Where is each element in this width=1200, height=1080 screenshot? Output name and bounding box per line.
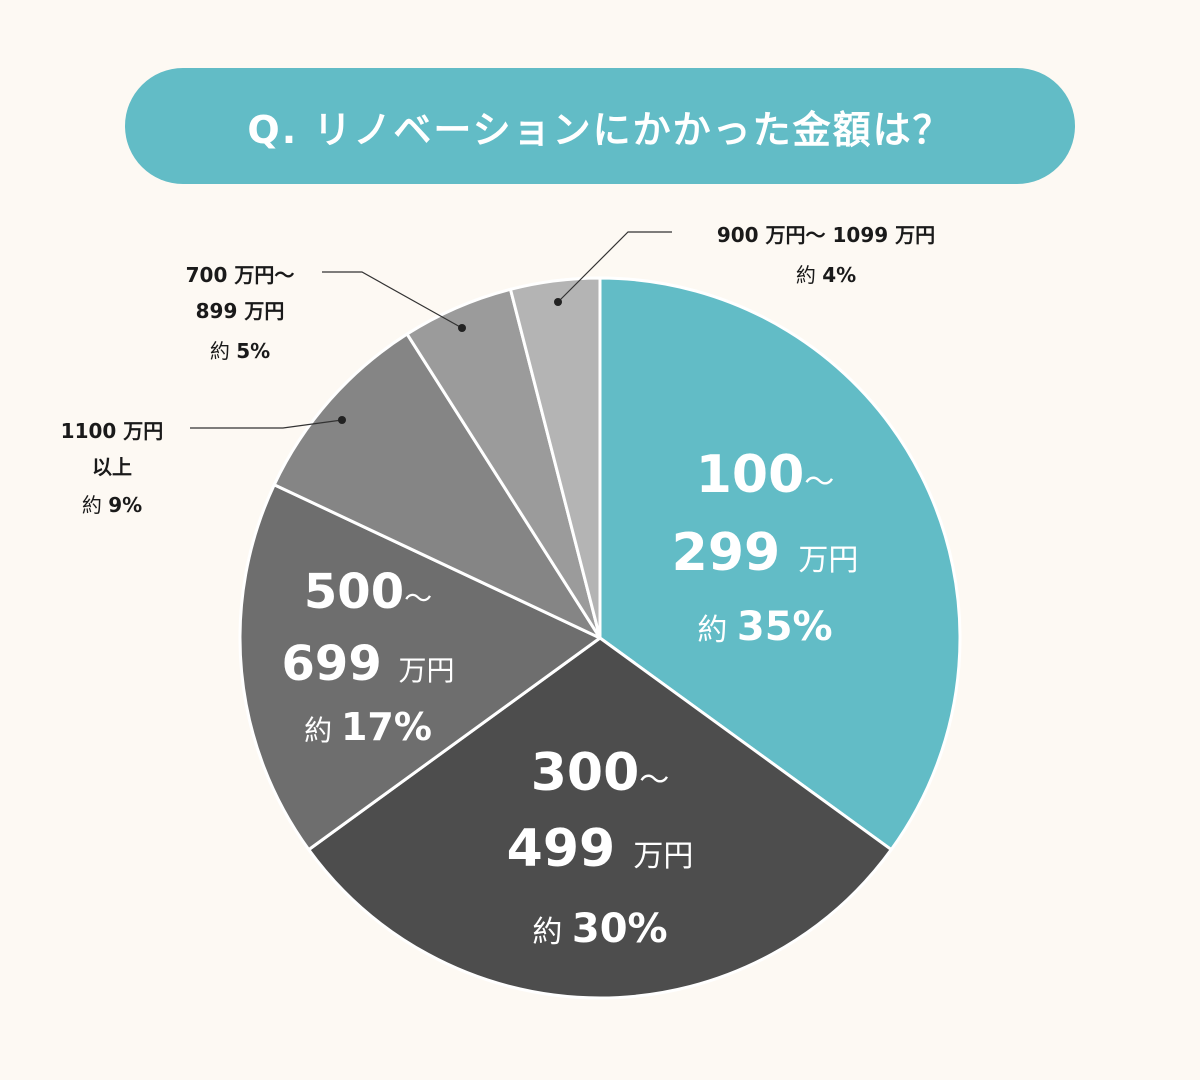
slice-labels: 100〜299 万円約 35%300〜499 万円約 30%500〜699 万円… — [61, 223, 935, 952]
label-text: 万円 — [798, 543, 858, 578]
label-text: 約 — [82, 493, 108, 517]
title-banner: Q. リノベーションにかかった金額は？ — [125, 68, 1075, 184]
label-text: 300 — [531, 743, 640, 803]
slice-label-line: 約 17% — [304, 705, 432, 749]
slice-label-line: 1100 万円 — [61, 419, 164, 443]
label-text: 約 — [697, 613, 737, 648]
slice-label-line: 699 万円 — [282, 636, 455, 692]
pie-slice-300-499 — [307, 636, 893, 1000]
label-text: 499 — [507, 819, 634, 879]
label-text: 100 — [696, 445, 805, 505]
slice-label-line: 以上 — [92, 455, 132, 479]
slice-label-line: 約 4% — [796, 263, 856, 287]
pie-slice-1100-plus — [272, 332, 602, 640]
slice-label-line: 300〜 — [531, 743, 670, 803]
label-text: 以上 — [92, 455, 132, 479]
label-text: 〜 — [804, 465, 834, 500]
label-text: 約 — [210, 339, 236, 363]
label-text: 〜 — [639, 763, 669, 798]
label-text: 万円 — [398, 654, 454, 687]
leader-line-900-1099 — [557, 231, 672, 303]
label-text: 30% — [572, 906, 668, 952]
slice-label-line: 約 35% — [697, 604, 832, 650]
label-text: 約 — [796, 263, 822, 287]
chart-title: Q. リノベーションにかかった金額は？ — [247, 107, 953, 152]
slice-label-line: 900 万円〜 1099 万円 — [717, 223, 935, 247]
leader-line-1100-plus — [190, 419, 343, 429]
leader-line-700-899 — [322, 271, 463, 329]
label-text: 約 — [304, 714, 341, 747]
label-text: 699 — [282, 636, 399, 692]
label-text: 900 万円〜 1099 万円 — [717, 223, 935, 247]
label-text: 〜 — [404, 582, 432, 615]
label-text: 17% — [341, 705, 432, 749]
slice-label-100-299: 100〜299 万円約 35% — [672, 445, 859, 650]
slice-label-700-899: 700 万円〜899 万円約 5% — [186, 263, 295, 363]
slice-label-300-499: 300〜499 万円約 30% — [507, 743, 694, 952]
leader-dot-900-1099 — [554, 298, 562, 306]
slice-label-line: 約 9% — [82, 493, 142, 517]
label-text: 4% — [822, 263, 856, 287]
label-text: 万円 — [633, 839, 693, 874]
slice-label-line: 約 5% — [210, 339, 270, 363]
label-text: 500 — [304, 564, 404, 620]
pie-slice-900-1099 — [508, 276, 602, 640]
pie-slice-100-299 — [598, 276, 962, 852]
label-text: 1100 万円 — [61, 419, 164, 443]
slice-label-line: 約 30% — [532, 906, 667, 952]
slice-label-line: 100〜 — [696, 445, 835, 505]
slice-label-500-699: 500〜699 万円約 17% — [282, 564, 455, 749]
slice-label-line: 899 万円 — [196, 299, 285, 323]
slice-label-line: 500〜 — [304, 564, 432, 620]
label-text: 35% — [737, 604, 833, 650]
pie-slices — [238, 276, 962, 1000]
slice-label-line: 499 万円 — [507, 819, 694, 879]
slice-label-line: 700 万円〜 — [186, 263, 295, 287]
leader-dot-1100-plus — [338, 416, 346, 424]
label-text: 5% — [236, 339, 270, 363]
slice-label-900-1099: 900 万円〜 1099 万円約 4% — [717, 223, 935, 287]
label-text: 9% — [108, 493, 142, 517]
label-text: 700 万円〜 — [186, 263, 295, 287]
label-text: 約 — [532, 915, 572, 950]
pie-slice-500-699 — [238, 483, 602, 852]
label-text: 899 万円 — [196, 299, 285, 323]
label-text: 299 — [672, 523, 799, 583]
slice-label-line: 299 万円 — [672, 523, 859, 583]
leader-dot-700-899 — [458, 324, 466, 332]
